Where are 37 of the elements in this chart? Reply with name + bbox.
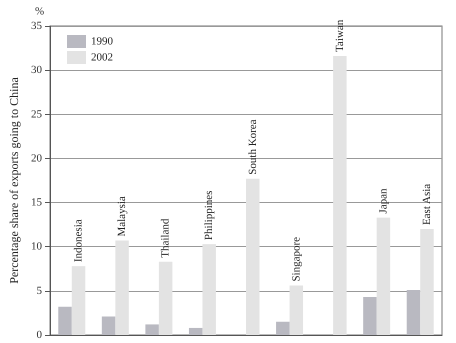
x-tick-label: Taiwan	[334, 19, 346, 52]
x-tick-label: Indonesia	[72, 219, 85, 262]
x-tick-label: Malaysia	[116, 196, 128, 237]
bar	[246, 178, 260, 335]
bar	[290, 286, 304, 335]
text: %	[35, 6, 44, 18]
bar	[376, 218, 390, 335]
y-tick-label: 20	[31, 152, 42, 164]
x-tick-label: Thailand	[160, 218, 172, 258]
y-axis-title: Percentage share of exports going to China	[7, 76, 21, 284]
bar	[158, 262, 172, 335]
y-tick-label: 0	[36, 329, 42, 341]
bar	[276, 322, 290, 335]
y-tick-label: 5	[36, 284, 42, 297]
x-tick-label: East Asia	[420, 184, 433, 226]
bar	[333, 56, 347, 335]
bar	[145, 324, 159, 335]
x-tick-label: Philippines	[203, 190, 216, 240]
legend-label: 1990	[91, 36, 114, 48]
y-tick-label: 15	[31, 196, 42, 209]
bar	[72, 266, 86, 335]
y-tick-label: 25	[31, 108, 42, 120]
bar	[406, 290, 420, 335]
bar	[420, 229, 434, 335]
x-tick-label: Japan	[377, 188, 390, 214]
bar	[188, 328, 202, 335]
bar	[102, 316, 116, 335]
bar	[58, 306, 72, 335]
y-tick-label: 35	[31, 20, 42, 32]
x-tick-label: Singapore	[290, 236, 302, 282]
y-tick-label: 30	[31, 64, 42, 76]
legend-label: 2002	[91, 52, 113, 64]
bar	[363, 297, 377, 335]
y-tick-label: 10	[31, 240, 42, 253]
x-tick-label: South Korea	[246, 119, 259, 175]
bar	[115, 240, 129, 335]
bar	[202, 244, 216, 335]
